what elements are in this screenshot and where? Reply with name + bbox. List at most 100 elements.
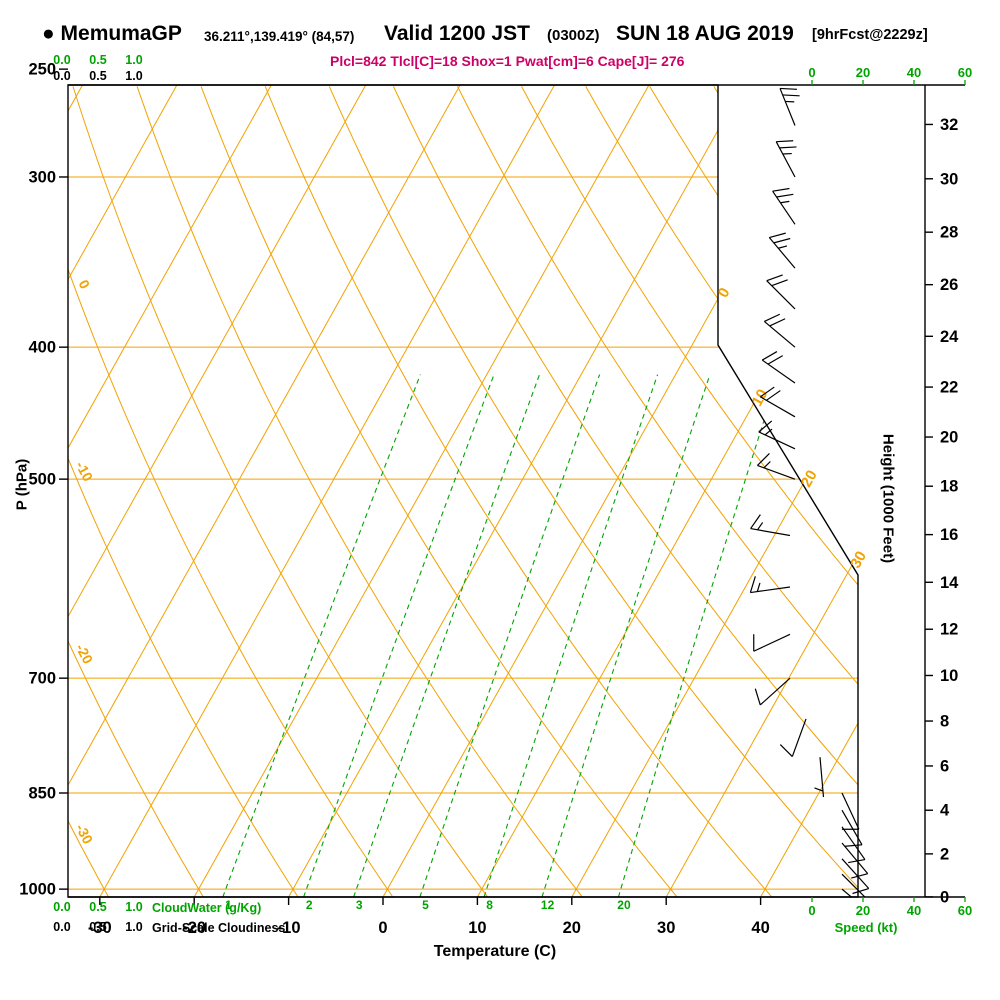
- pressure-tick-label: 850: [28, 785, 56, 803]
- cloudwater-tick-bottom: 0.0: [53, 900, 70, 914]
- mixing-ratio-line: [353, 374, 541, 897]
- pressure-tick-label: 500: [28, 471, 56, 489]
- isotherm-line: [665, 85, 858, 897]
- pressure-tick-label: 400: [28, 339, 56, 357]
- grid-layer: [68, 85, 858, 897]
- plot-frame: [67, 84, 965, 898]
- barb-half: [778, 245, 788, 249]
- barb-staff: [819, 757, 825, 798]
- barb-full: [766, 274, 783, 282]
- barb-full: [761, 351, 778, 361]
- adiabat-label: 0: [76, 277, 94, 292]
- isotherm-label: 20: [798, 467, 821, 490]
- height-tick-label: 14: [940, 574, 959, 592]
- mixing-ratio-label: 3: [356, 898, 363, 912]
- barb-staff: [841, 809, 863, 846]
- barb-half: [757, 522, 764, 531]
- barb-full: [749, 576, 756, 593]
- axis-ticks: [59, 68, 933, 905]
- isotherm-line: [760, 85, 858, 897]
- temp-tick-label: -10: [277, 919, 301, 937]
- temp-tick-label: 20: [563, 919, 581, 937]
- height-axis-title: Height (1000 Feet): [879, 433, 897, 564]
- isotherm-line: [99, 85, 555, 897]
- cloudiness-tick-top: 0.5: [89, 69, 106, 83]
- barb-full: [754, 688, 761, 706]
- speed-tick-label-top: 40: [907, 65, 921, 80]
- barb-staff: [760, 396, 796, 418]
- cloudiness-tick-bottom: 1.0: [125, 920, 142, 934]
- mixing-ratio-line: [541, 374, 711, 897]
- barb-staff: [768, 237, 796, 269]
- pressure-tick-label: 250: [28, 61, 56, 79]
- cloud-scales: 0.0 0.0 0.5 0.5 1.0 1.0 0.0 0.0 0.5 0.5 1.0 1.0: [53, 53, 142, 934]
- cloudiness-tick-top: 1.0: [125, 69, 142, 83]
- temp-tick-label: 10: [468, 919, 486, 937]
- height-tick-label: 0: [940, 888, 949, 906]
- mixing-ratio-line: [483, 374, 659, 897]
- height-tick-label: 8: [940, 713, 949, 731]
- station-title: ● MemumaGP: [42, 22, 182, 45]
- barb-staff: [841, 888, 853, 897]
- mixing-ratio-line: [617, 374, 780, 897]
- height-tick-label: 20: [940, 429, 958, 447]
- cloudiness-tick-top: 0.0: [53, 69, 70, 83]
- height-tick-label: 12: [940, 621, 958, 639]
- speed-tick-label-bottom: 40: [907, 903, 921, 918]
- mixing-ratio-label: 12: [541, 898, 555, 912]
- barb-staff: [841, 858, 870, 889]
- dry-adiabat-line: [68, 86, 299, 897]
- barb-full: [756, 453, 770, 466]
- forecast-hour: [9hrFcst@2229z]: [812, 27, 928, 43]
- valid-time: Valid 1200 JST: [384, 22, 530, 45]
- adiabat-label: -10: [73, 459, 97, 485]
- temp-tick-label: 30: [657, 919, 675, 937]
- barb-staff: [758, 431, 796, 450]
- barb-full: [773, 237, 791, 244]
- barb-full: [769, 232, 786, 239]
- barb-staff: [763, 320, 796, 348]
- barb-full: [776, 193, 794, 198]
- cloudwater-tick-top: 0.0: [53, 53, 70, 67]
- temp-tick-label: -20: [182, 919, 206, 937]
- barb-half: [764, 428, 773, 436]
- wind-barbs: [749, 87, 870, 897]
- mixing-ratio-lines: [222, 374, 780, 897]
- barb-staff: [841, 873, 866, 897]
- pressure-axis-title: P (hPa): [13, 458, 31, 511]
- dry-adiabat-line: [521, 86, 858, 897]
- pressure-tick-label: 300: [28, 168, 56, 186]
- barb-full: [845, 844, 863, 847]
- barb-staff: [772, 190, 796, 225]
- isotherm-line: [68, 85, 367, 897]
- cloudiness-tick-bottom: 0.5: [89, 920, 106, 934]
- cloudwater-tick-top: 1.0: [125, 53, 142, 67]
- height-tick-label: 26: [940, 276, 958, 294]
- height-tick-label: 22: [940, 379, 958, 397]
- dry-adiabat-line: [585, 86, 858, 897]
- height-tick-label: 32: [940, 116, 958, 134]
- dry-adiabat-line: [392, 86, 858, 897]
- barb-full: [758, 420, 773, 433]
- barb-half: [814, 787, 824, 792]
- mixing-ratio-line: [419, 374, 601, 897]
- pressure-tick-label: 700: [28, 670, 56, 688]
- cloudwater-tick-top: 0.5: [89, 53, 106, 67]
- isotherm-line: [68, 85, 461, 897]
- speed-tick-label-bottom: 60: [958, 903, 972, 918]
- barb-half: [780, 200, 790, 204]
- cloudwater-tick-bottom: 1.0: [125, 900, 142, 914]
- barb-full: [760, 386, 775, 398]
- indices-line: Plcl=842 Tlcl[C]=18 Shox=1 Pwat[cm]=6 Ca…: [330, 53, 685, 69]
- barb-staff: [791, 718, 807, 757]
- isotherm-line: [68, 85, 83, 897]
- height-tick-label: 10: [940, 667, 958, 685]
- temperature-axis-title: Temperature (C): [433, 943, 557, 960]
- barb-half: [763, 461, 771, 469]
- mixing-ratio-label: 20: [617, 898, 631, 912]
- height-tick-label: 4: [940, 802, 950, 820]
- valid-time-utc: (0300Z): [547, 27, 600, 44]
- isotherm-line: [571, 85, 858, 897]
